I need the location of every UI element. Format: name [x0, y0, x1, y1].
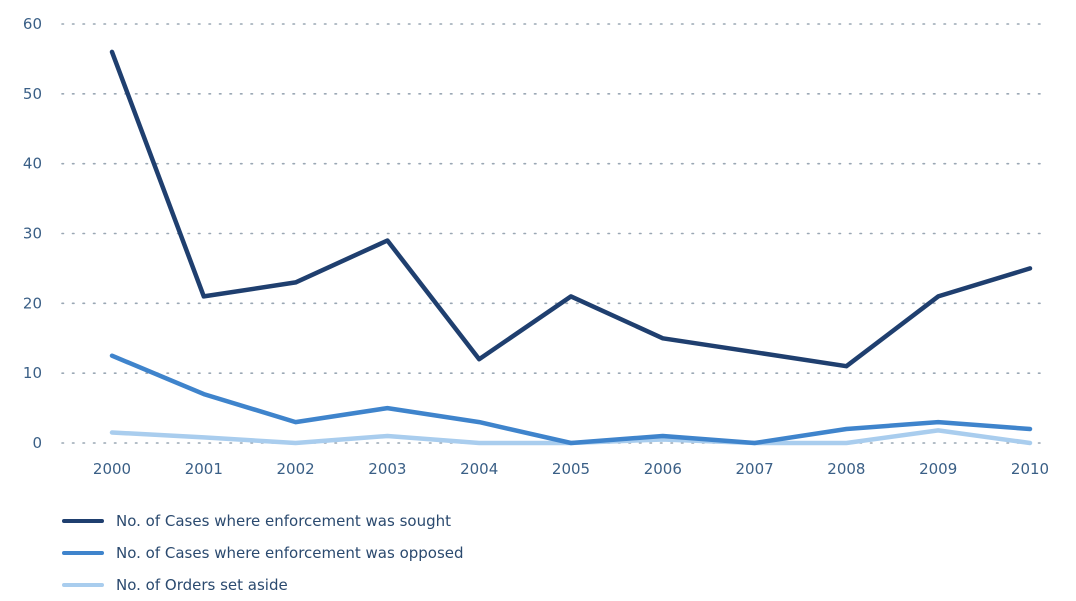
x-tick-label: 2007: [736, 460, 774, 478]
x-tick-label: 2009: [919, 460, 957, 478]
y-tick-label: 10: [23, 364, 42, 382]
legend: No. of Cases where enforcement was sough…: [62, 505, 762, 601]
y-tick-label: 40: [23, 155, 42, 173]
legend-item-set-aside: No. of Orders set aside: [62, 569, 762, 601]
x-tick-label: 2001: [185, 460, 223, 478]
x-tick-label: 2000: [93, 460, 131, 478]
series-line-0: [109, 49, 1033, 369]
series-lines: [109, 49, 1033, 446]
legend-label-set-aside: No. of Orders set aside: [116, 576, 288, 594]
legend-item-sought: No. of Cases where enforcement was sough…: [62, 505, 762, 537]
x-axis-ticks: 2000 2001 2002 2003 2004 2005 2006 2007 2008 2009…: [93, 460, 1049, 478]
y-axis-ticks: 0 10 20 30 40 50 60: [23, 15, 42, 452]
legend-item-opposed: No. of Cases where enforcement was oppos…: [62, 537, 762, 569]
y-tick-label: 0: [32, 434, 42, 452]
x-tick-label: 2005: [552, 460, 590, 478]
x-tick-label: 2003: [368, 460, 406, 478]
legend-swatch-sought: [62, 519, 104, 523]
series-line-1: [109, 353, 1033, 446]
x-tick-label: 2006: [644, 460, 682, 478]
legend-label-sought: No. of Cases where enforcement was sough…: [116, 512, 451, 530]
y-tick-label: 20: [23, 294, 42, 312]
x-tick-label: 2008: [827, 460, 865, 478]
y-tick-label: 60: [23, 15, 42, 33]
legend-swatch-opposed: [62, 551, 104, 555]
grid-lines: [61, 23, 1049, 444]
x-tick-label: 2002: [277, 460, 315, 478]
y-tick-label: 30: [23, 225, 42, 243]
x-tick-label: 2004: [460, 460, 498, 478]
legend-label-opposed: No. of Cases where enforcement was oppos…: [116, 544, 464, 562]
legend-swatch-set-aside: [62, 583, 104, 587]
x-tick-label: 2010: [1011, 460, 1049, 478]
y-tick-label: 50: [23, 85, 42, 103]
